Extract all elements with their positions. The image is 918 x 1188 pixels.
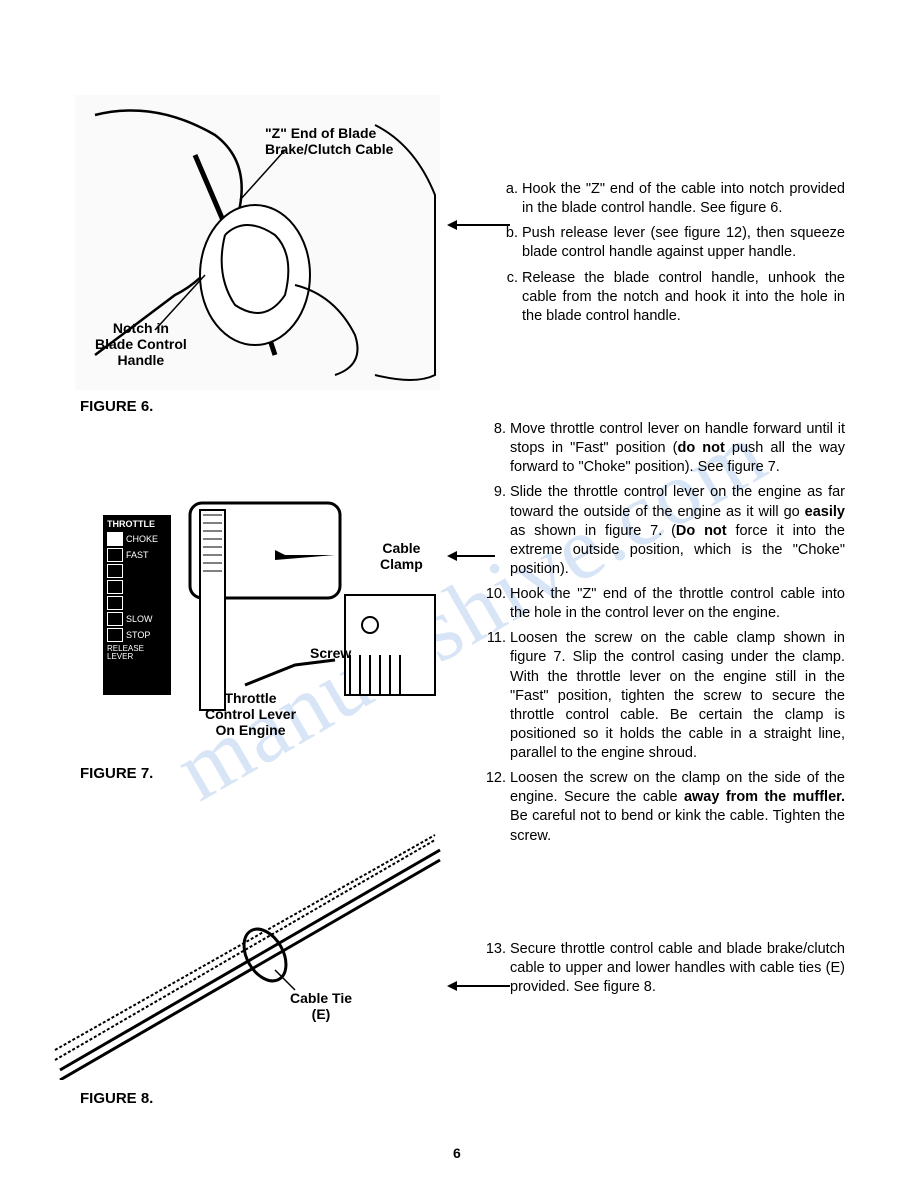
figure-7-label-cable-clamp: CableClamp [380, 540, 423, 572]
instr-12: Loosen the screw on the clamp on the sid… [510, 769, 845, 846]
instr-c: Release the blade control handle, unhook… [522, 269, 845, 326]
figure-8-illustration [50, 830, 450, 1080]
instr-13: Secure throttle control cable and blade … [510, 940, 845, 997]
arrow-to-fig6 [455, 224, 510, 226]
instr-11: Loosen the screw on the cable clamp show… [510, 629, 845, 763]
instructions-abc-block: Hook the "Z" end of the cable into notch… [500, 180, 845, 332]
figure-6-caption: FIGURE 6. [80, 398, 153, 415]
figure-7-label-screw: Screw [310, 645, 351, 661]
figure-7-caption: FIGURE 7. [80, 765, 153, 782]
figure-6-label-z-end: "Z" End of BladeBrake/Clutch Cable [265, 125, 393, 157]
figure-8-label-cable-tie: Cable Tie(E) [290, 990, 352, 1022]
arrow-to-fig7 [455, 555, 495, 557]
instructions-13-block: Secure throttle control cable and blade … [480, 940, 845, 1003]
page-number: 6 [453, 1145, 461, 1161]
figure-8-svg [50, 830, 450, 1080]
instructions-8-12-block: Move throttle control lever on handle fo… [480, 420, 845, 852]
instr-10: Hook the "Z" end of the throttle control… [510, 585, 845, 623]
instr-8: Move throttle control lever on handle fo… [510, 420, 845, 477]
manual-page: manualshive.com "Z" End of BladeBrake/Cl… [0, 0, 918, 1188]
arrow-to-fig8 [455, 985, 510, 987]
figure-6-label-notch: Notch inBlade ControlHandle [95, 320, 187, 368]
figure-8-caption: FIGURE 8. [80, 1090, 153, 1107]
instr-a: Hook the "Z" end of the cable into notch… [522, 180, 845, 218]
instr-9: Slide the throttle control lever on the … [510, 483, 845, 579]
instr-8-text: Move throttle control lever on handle fo… [510, 421, 845, 475]
figure-7-label-throttle-lever: ThrottleControl LeverOn Engine [205, 690, 296, 738]
instr-b: Push release lever (see figure 12), then… [522, 224, 845, 262]
